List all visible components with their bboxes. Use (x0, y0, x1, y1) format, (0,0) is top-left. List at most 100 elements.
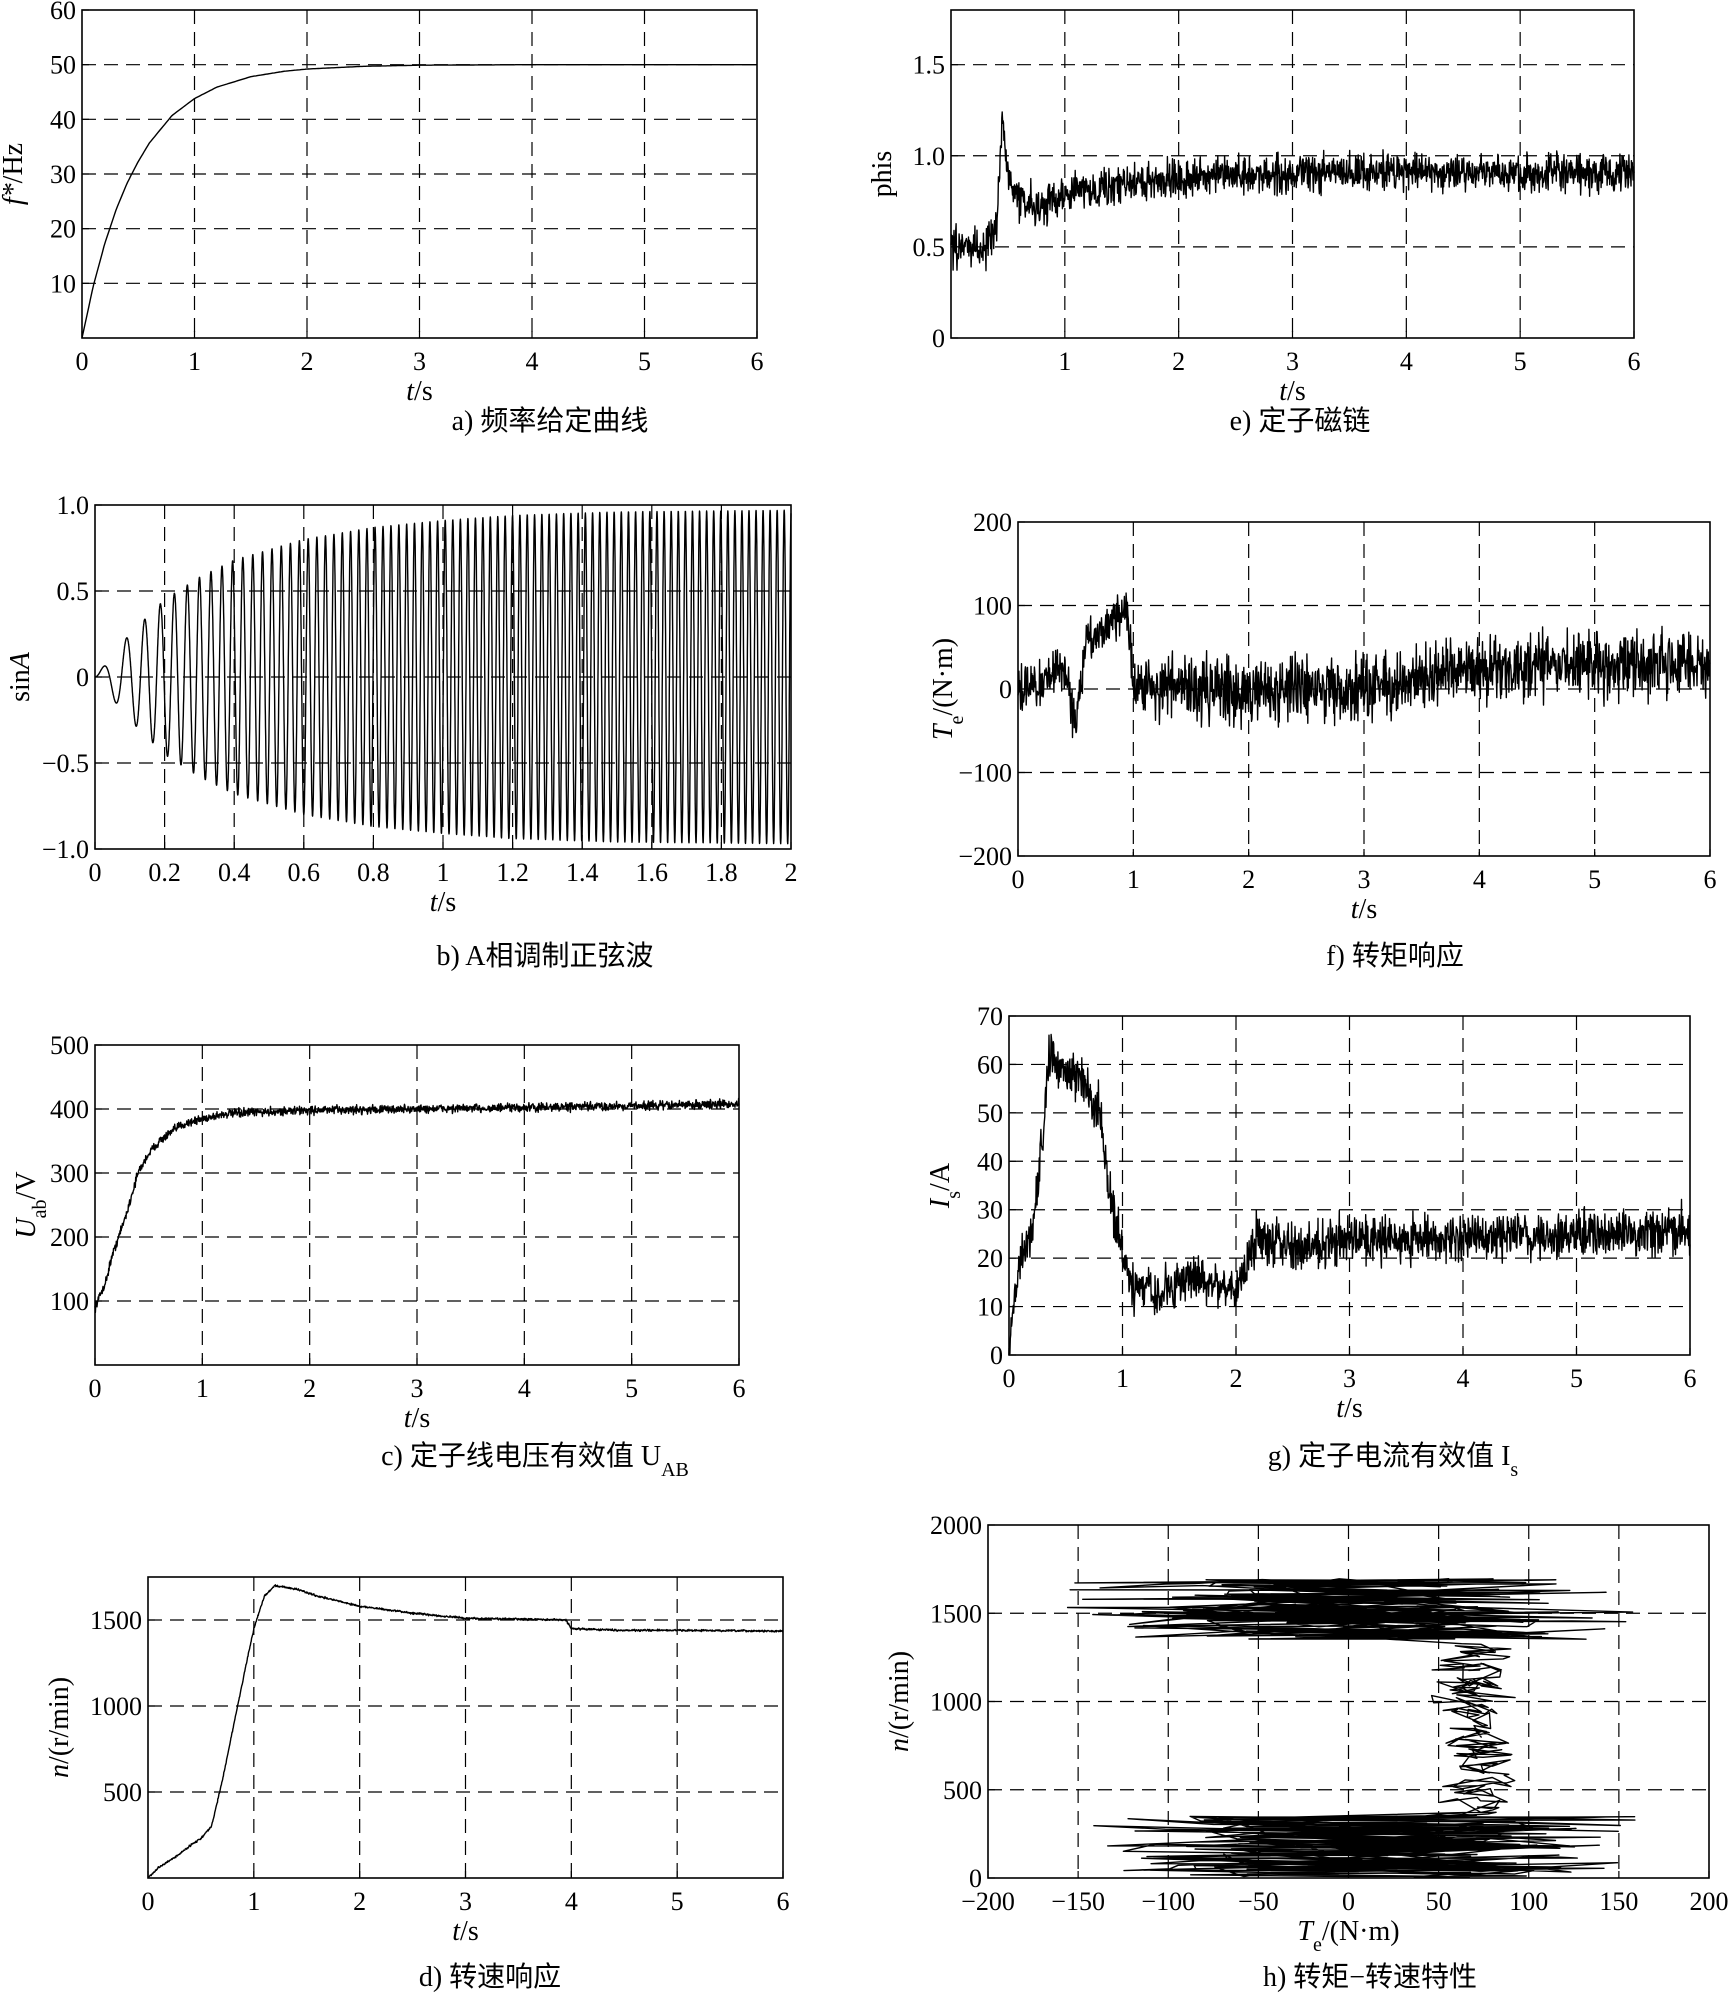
x-tick-label: 2 (353, 1887, 366, 1916)
y-tick-label: 1000 (90, 1692, 142, 1721)
y-tick-label: 0 (76, 663, 89, 692)
x-tick-label: 0 (1003, 1364, 1016, 1393)
y-tick-label: 10 (50, 269, 76, 298)
x-tick-label: 1 (188, 347, 201, 376)
series-line-g (1008, 1033, 1691, 1356)
y-tick-label: 500 (50, 1031, 89, 1060)
y-tick-label: 0 (990, 1341, 1003, 1370)
x-tick-label: 50 (1426, 1887, 1452, 1916)
x-tick-label: 5 (1514, 347, 1527, 376)
x-tick-label: 1 (1116, 1364, 1129, 1393)
x-tick-label: 4 (526, 347, 539, 376)
x-tick-label: 200 (1690, 1887, 1729, 1916)
x-tick-label: −200 (961, 1887, 1015, 1916)
x-tick-label: 3 (413, 347, 426, 376)
x-tick-label: 0 (1342, 1887, 1355, 1916)
x-tick-label: 0.8 (357, 858, 390, 887)
y-tick-label: 10 (977, 1293, 1003, 1322)
y-tick-label: 70 (977, 1002, 1003, 1031)
series-line-d (147, 1584, 784, 1879)
x-tick-label: 3 (1343, 1364, 1356, 1393)
x-tick-label: −150 (1051, 1887, 1105, 1916)
x-tick-label: 6 (751, 347, 764, 376)
y-tick-label: 1500 (90, 1606, 142, 1635)
x-tick-label: 1.4 (566, 858, 599, 887)
y-tick-label: 20 (977, 1244, 1003, 1273)
chart-caption: f) 转矩响应 (1326, 940, 1464, 972)
x-tick-label: 2 (1242, 865, 1255, 894)
x-tick-label: −100 (1141, 1887, 1195, 1916)
x-tick-label: 150 (1599, 1887, 1638, 1916)
chart-b: 0 0.2 0.4 0.6 0.8 1 1.2 1.4 1.6 1.8 2 −1.0 −0.5 0 0.5 1… (5, 491, 798, 972)
x-tick-label: 0 (89, 1374, 102, 1403)
y-tick-label: 200 (973, 508, 1012, 537)
x-axis-label: t/s (406, 376, 432, 407)
chart-caption: b) A相调制正弦波 (436, 940, 653, 972)
y-tick-label: 0 (932, 324, 945, 353)
y-axis-label: n/(r/min) (44, 1677, 75, 1778)
x-tick-label: 1 (1058, 347, 1071, 376)
y-tick-label: 0.5 (57, 577, 90, 606)
y-tick-label: −1.0 (42, 835, 89, 864)
series-line-f (1017, 592, 1711, 739)
series-line-a (81, 64, 757, 339)
chart-caption: a) 频率给定曲线 (452, 405, 649, 437)
x-axis-label: t/s (404, 1403, 430, 1434)
x-axis-label: t/s (1351, 894, 1377, 925)
x-tick-label: 6 (777, 1887, 790, 1916)
y-tick-label: 400 (50, 1095, 89, 1124)
y-axis-label: Is/A (925, 1162, 965, 1209)
x-tick-label: 0 (142, 1887, 155, 1916)
x-tick-label: 5 (625, 1374, 638, 1403)
y-axis-label: Uab/V (11, 1171, 51, 1238)
x-tick-label: 4 (1400, 347, 1413, 376)
x-axis-label: t/s (430, 887, 456, 918)
y-tick-label: 0.5 (913, 233, 946, 262)
chart-f: 0 1 2 3 4 5 6 −200 −100 0 100 200 t/s Te/(N·m) f) 转矩响应 (928, 508, 1717, 972)
x-tick-label: 1.8 (705, 858, 738, 887)
x-tick-label: 0.4 (218, 858, 251, 887)
x-tick-label: 3 (411, 1374, 424, 1403)
y-tick-label: 50 (50, 51, 76, 80)
y-tick-label: 2000 (930, 1511, 982, 1540)
x-axis-label: t/s (452, 1916, 478, 1947)
x-tick-label: 5 (638, 347, 651, 376)
x-tick-label: 4 (1457, 1364, 1470, 1393)
series-line-h (1066, 1578, 1636, 1878)
x-axis-label: t/s (1279, 376, 1305, 407)
y-tick-label: 1000 (930, 1688, 982, 1717)
y-tick-label: 1.0 (913, 142, 946, 171)
x-tick-label: 1.6 (636, 858, 669, 887)
x-tick-label: 2 (303, 1374, 316, 1403)
y-tick-label: 300 (50, 1159, 89, 1188)
chart-caption: g) 定子电流有效值 Is (1268, 1440, 1519, 1481)
chart-e: 1 2 3 4 5 6 0 0.5 1.0 1.5 t/s phis e) 定子磁链 (867, 9, 1641, 437)
y-tick-label: 30 (977, 1196, 1003, 1225)
series-line-c (94, 1097, 740, 1314)
x-tick-label: 2 (1172, 347, 1185, 376)
x-tick-label: 2 (785, 858, 798, 887)
x-tick-label: 1 (196, 1374, 209, 1403)
chart-caption: c) 定子线电压有效值 UAB (381, 1440, 689, 1481)
y-tick-label: 0 (999, 675, 1012, 704)
x-axis-label: Te/(N·m) (1297, 1916, 1399, 1956)
x-tick-label: 4 (518, 1374, 531, 1403)
chart-c: 0 1 2 3 4 5 6 100 200 300 400 500 t/s Uab/V c) 定子线电压有效… (11, 1031, 746, 1481)
y-axis-label: n/(r/min) (884, 1651, 915, 1752)
y-tick-label: 40 (50, 105, 76, 134)
chart-a: 0 1 2 3 4 5 6 10 20 30 40 50 60 t/s f*/Hz a) 频率给定曲线 (0, 0, 764, 437)
x-tick-label: 0 (76, 347, 89, 376)
x-tick-label: 3 (1358, 865, 1371, 894)
x-tick-label: 6 (1628, 347, 1641, 376)
x-tick-label: −50 (1238, 1887, 1279, 1916)
y-tick-label: 200 (50, 1223, 89, 1252)
y-axis-label: Te/(N·m) (928, 638, 968, 740)
y-tick-label: 0 (969, 1864, 982, 1893)
y-tick-label: 1500 (930, 1599, 982, 1628)
x-tick-label: 5 (1570, 1364, 1583, 1393)
y-tick-label: 40 (977, 1147, 1003, 1176)
x-tick-label: 2 (1230, 1364, 1243, 1393)
y-tick-label: 500 (103, 1778, 142, 1807)
y-axis-label: phis (867, 151, 898, 198)
